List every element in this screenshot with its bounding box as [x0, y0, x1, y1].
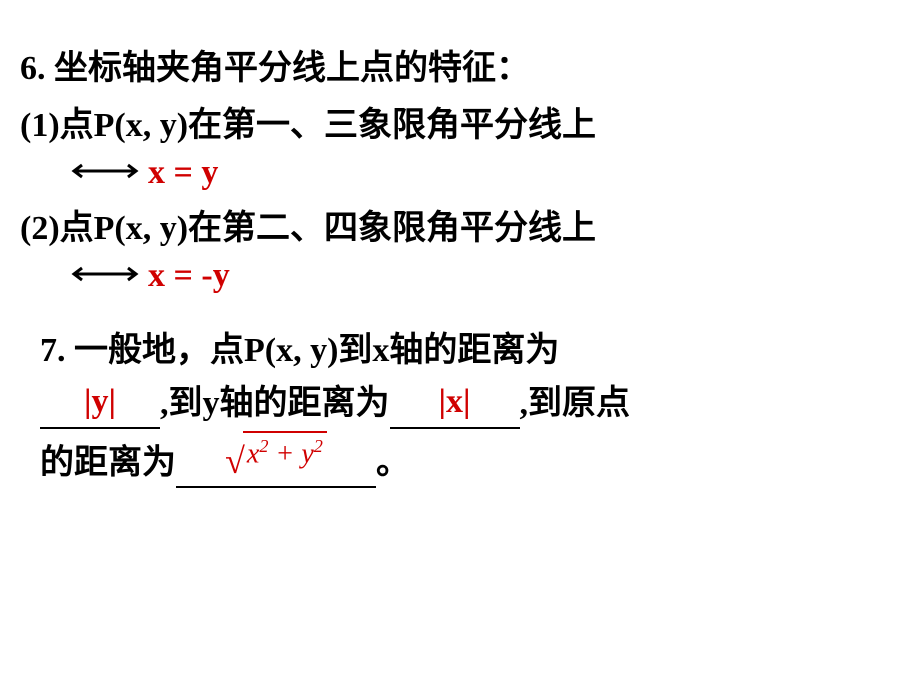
double-arrow-icon [70, 163, 140, 184]
sqrt-x: x [247, 438, 259, 469]
answer2: x = -y [148, 257, 230, 295]
blank2-label: |x| [439, 383, 471, 420]
sqrt-plus: + [268, 438, 301, 469]
blank1: |y| [40, 376, 160, 429]
section6-item1: (1)点P(x, y)在第一、三象限角平分线上 [20, 97, 900, 146]
s7-part4: 的距离为 [40, 444, 176, 481]
double-arrow-icon [70, 266, 140, 287]
sqrt-y: y [301, 438, 313, 469]
sqrt-expression: √ x2 + y2 [225, 431, 327, 475]
arrow-row-2: x = -y [70, 257, 900, 295]
section6-item2: (2)点P(x, y)在第二、四象限角平分线上 [20, 200, 900, 249]
blank2: |x| [390, 376, 520, 429]
s7-part2: ,到y轴的距离为 [160, 385, 390, 422]
section6-heading: 6. 坐标轴夹角平分线上点的特征： [20, 40, 900, 89]
arrow-row-1: x = y [70, 154, 900, 192]
blank1-label: |y| [84, 383, 116, 420]
s7-part5: 。 [376, 444, 410, 481]
s7-part3: ,到原点 [520, 385, 631, 422]
section7: 7. 一般地，点P(x, y)到x轴的距离为 |y| ,到y轴的距离为 |x| … [40, 325, 900, 488]
blank3: √ x2 + y2 [176, 429, 376, 488]
s7-part1: 7. 一般地，点P(x, y)到x轴的距离为 [40, 332, 559, 369]
answer1: x = y [148, 154, 218, 192]
sqrt-body: x2 + y2 [243, 431, 327, 475]
